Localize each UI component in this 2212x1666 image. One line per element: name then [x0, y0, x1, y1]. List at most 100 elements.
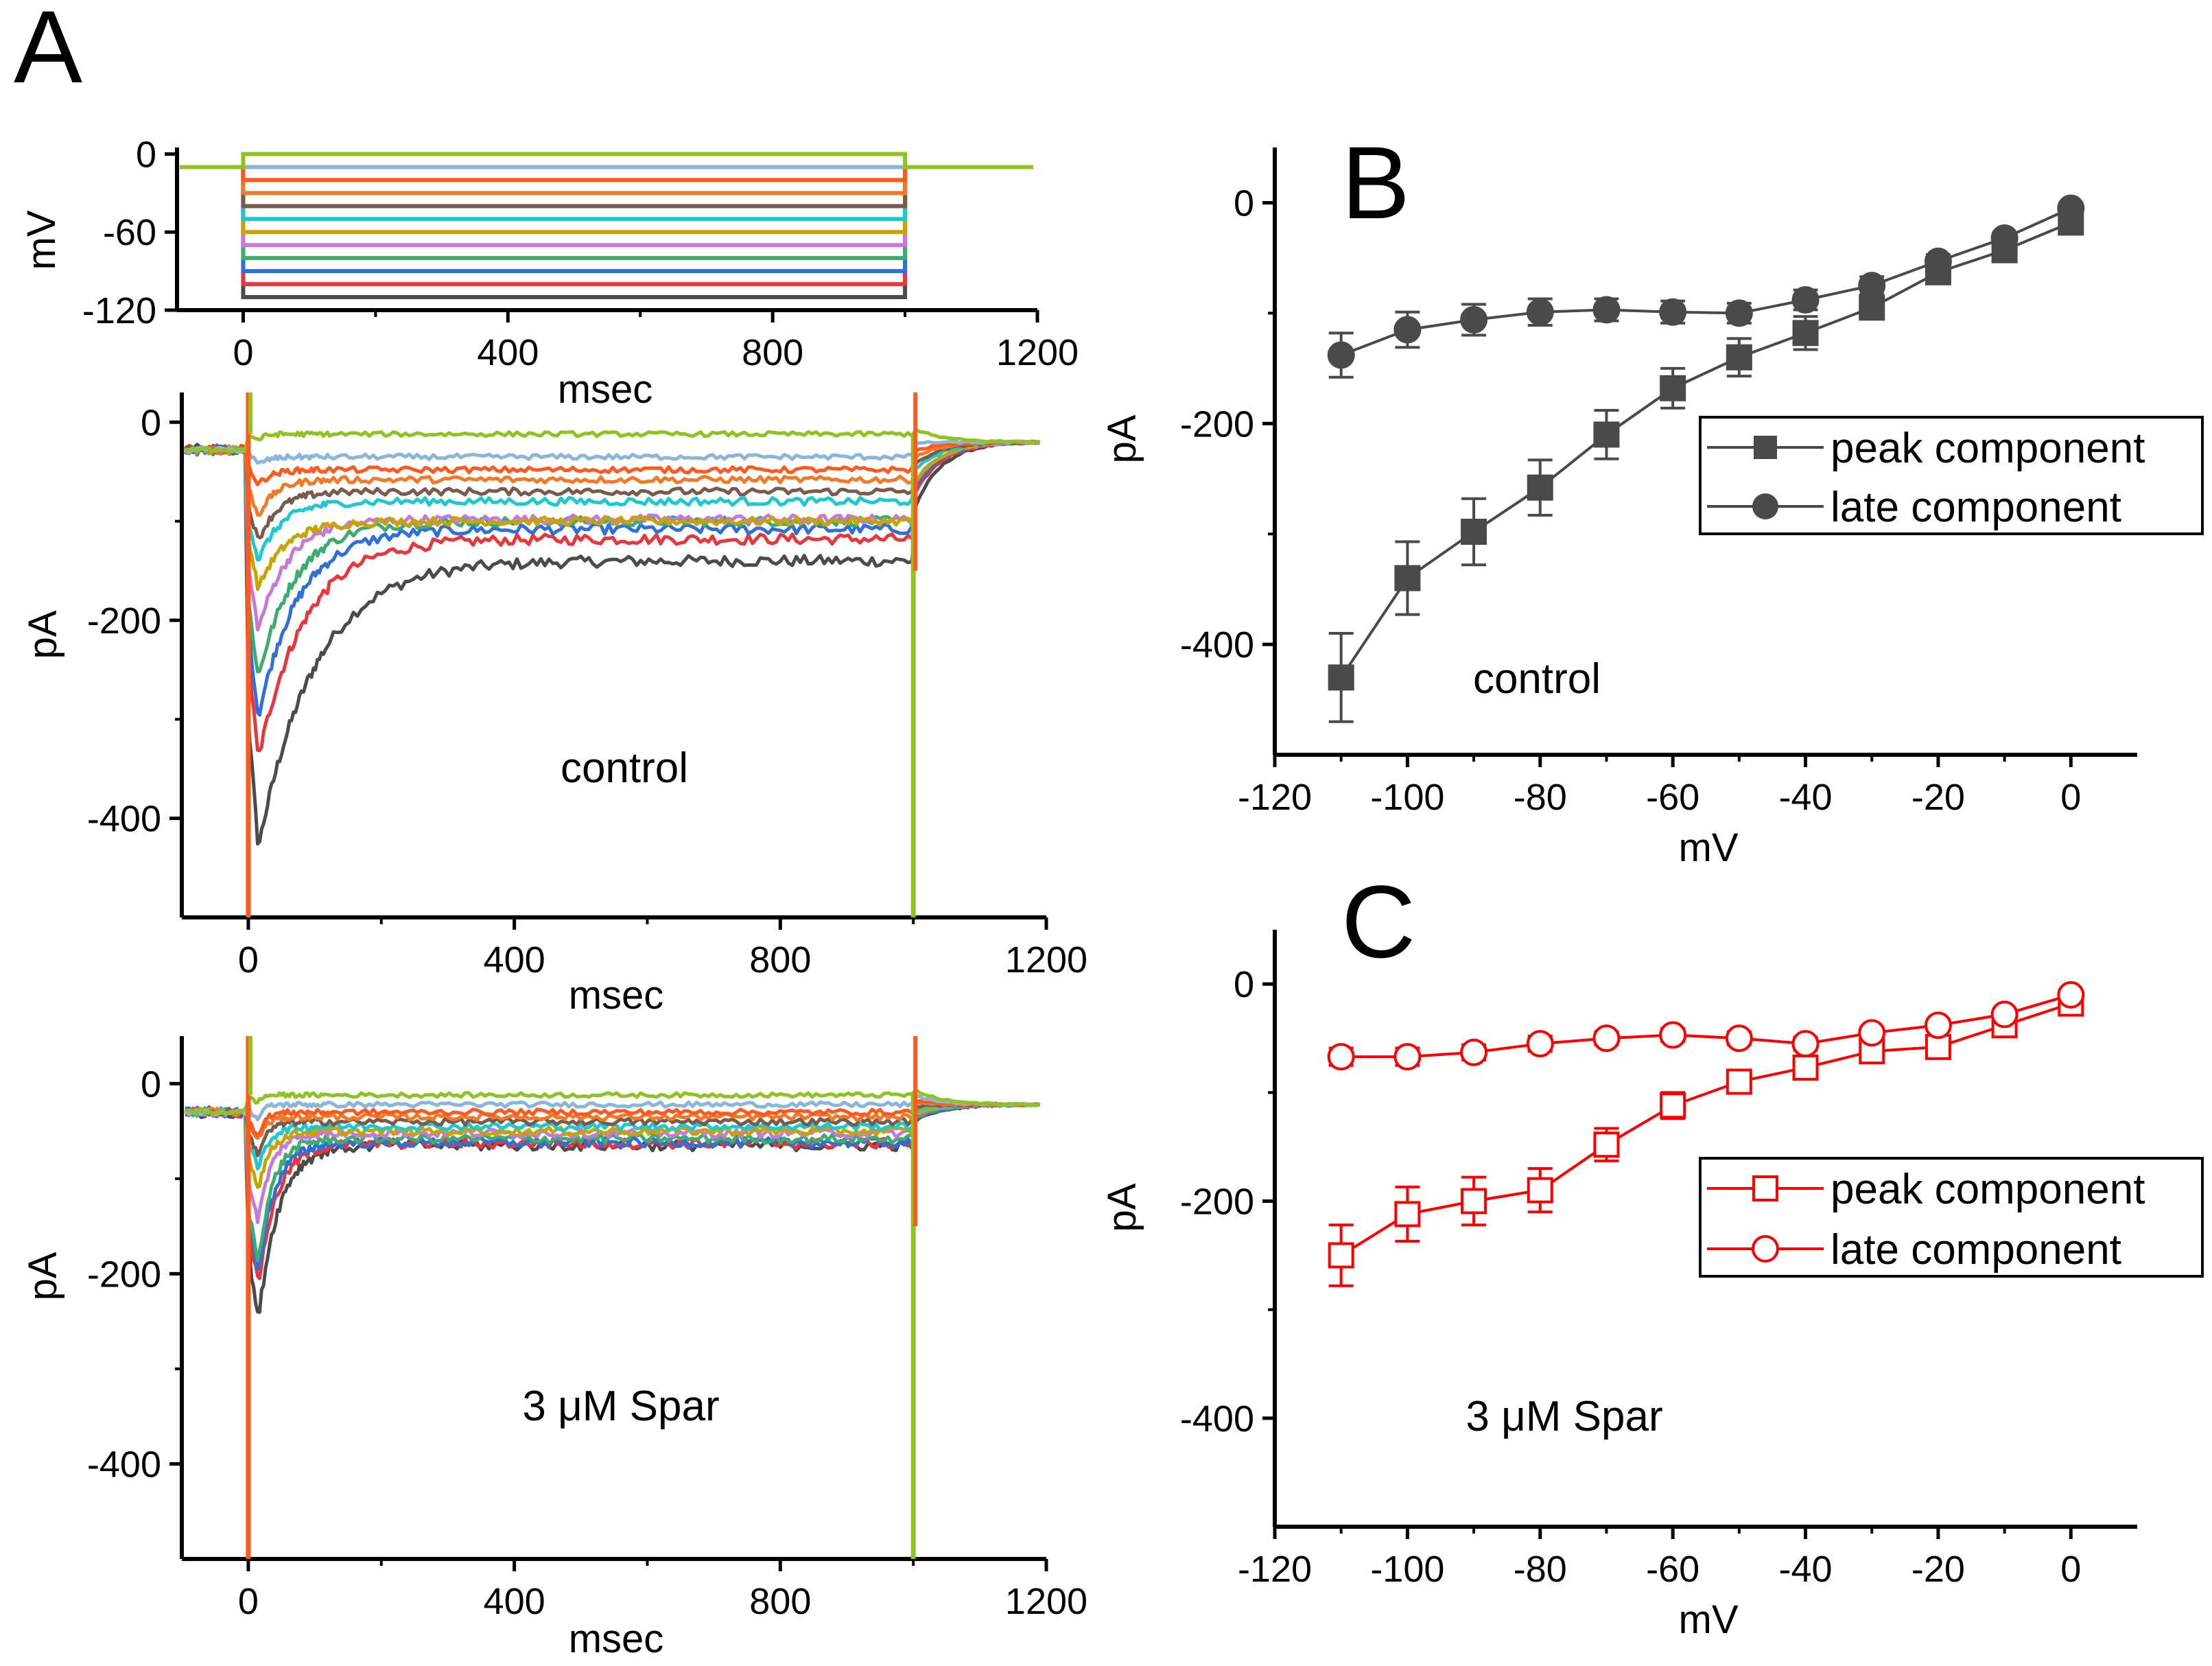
panel-a-voltage-protocol: mV msec 0 400 800 1200 0 -60 -120: [19, 134, 1079, 412]
panel-label-a: A: [14, 0, 82, 104]
panel-c-late-point: [1924, 1011, 1952, 1040]
panel-b-x-tick-label: -40: [1779, 777, 1833, 818]
spar-x-tick-label: 0: [238, 1581, 259, 1622]
spar-traces-y-label: pA: [21, 1252, 65, 1300]
panel-b-peak-point: [1859, 294, 1885, 321]
panel-b-late-point: [1592, 296, 1621, 324]
control-x-tick-label: 0: [238, 939, 259, 981]
panel-c-y-tick-label: -200: [1180, 1181, 1254, 1222]
panel-c-peak-point: [1925, 1033, 1951, 1060]
panel-b-peak-point: [1394, 565, 1421, 591]
control-current-trace: [183, 440, 1041, 591]
spar-current-trace: [185, 1103, 1040, 1280]
panel-b-legend-peak: peak component: [1831, 425, 2145, 472]
panel-b-peak-point: [1593, 421, 1620, 448]
spar-x-tick-label: 400: [484, 1581, 545, 1622]
legend-late-marker: [1752, 493, 1778, 519]
control-x-tick-label: 400: [484, 939, 545, 981]
panel-c-x-tick-label: -40: [1779, 1549, 1833, 1590]
voltage-y-tick-label: -60: [103, 212, 156, 253]
panel-b-late-point: [1526, 298, 1554, 326]
panel-b-iv-control: pA mV control -120 -100 -80 -60 -40 -20 00-200…: [1100, 148, 2204, 870]
spar-y-tick-label: -400: [87, 1444, 161, 1485]
control-current-trace: [184, 440, 1040, 562]
panel-b-x-tick-label: -60: [1646, 777, 1699, 818]
panel-b-y-tick-label: -200: [1180, 403, 1254, 445]
panel-c-x-tick-label: 0: [2060, 1549, 2081, 1590]
spar-x-tick-label: 800: [749, 1581, 811, 1622]
panel-c-x-tick-label: -20: [1911, 1549, 1965, 1590]
panel-b-peak-point: [1527, 474, 1553, 501]
spar-current-trace: [184, 1102, 1040, 1158]
spar-current-trace: [185, 1088, 1040, 1116]
control-current-trace: [184, 439, 1040, 517]
panel-c-peak-point: [1328, 1242, 1354, 1269]
voltage-y-tick-label: -120: [82, 290, 156, 331]
panel-label-b: B: [1341, 125, 1410, 240]
spar-x-tick-label: 1200: [1005, 1581, 1087, 1622]
panel-b-y-tick-label: 0: [1234, 183, 1254, 224]
control-traces-x-label: msec: [569, 973, 664, 1018]
spar-traces-note: 3 μM Spar: [522, 1383, 719, 1430]
panel-c-late-point: [1725, 1024, 1753, 1053]
voltage-step-trace: [180, 152, 1033, 169]
panel-c-late-point: [1460, 1038, 1488, 1066]
panel-c-late-point: [1659, 1021, 1687, 1049]
panel-c-late-point: [1393, 1043, 1422, 1071]
panel-b-peak-point: [1726, 344, 1752, 371]
panel-c-late-point: [1990, 1000, 2019, 1029]
control-y-tick-label: -200: [87, 600, 161, 642]
control-current-trace: [183, 441, 1040, 717]
control-current-trace: [185, 427, 1040, 454]
panel-b-peak-point: [1792, 320, 1819, 347]
panel-b-peak-point: [1660, 375, 1686, 401]
voltage-x-tick-label: 800: [742, 332, 803, 373]
control-traces-note: control: [561, 744, 688, 792]
panel-c-x-tick-label: -60: [1646, 1549, 1699, 1590]
voltage-x-label: msec: [558, 367, 653, 412]
panel-b-x-tick-label: -120: [1238, 777, 1312, 818]
panel-c-y-label: pA: [1100, 1183, 1144, 1232]
panel-c-x-tick-label: -120: [1238, 1549, 1312, 1590]
panel-c-legend-peak: peak component: [1831, 1166, 2145, 1213]
panel-c-iv-spar: pA mV 3 μM Spar -120 -100 -80 -60 -40 -20 00-2…: [1100, 930, 2204, 1642]
panel-b-x-tick-label: -100: [1370, 777, 1444, 818]
panel-b-legend: peak component late component: [1699, 416, 2204, 535]
control-current-trace: [183, 440, 1040, 753]
panel-b-x-tick-label: 0: [2060, 777, 2081, 818]
spar-current-trace: [184, 1102, 1041, 1189]
panel-b-late-point: [1460, 306, 1488, 334]
control-y-tick-label: -400: [87, 799, 161, 840]
panel-a-control-traces: pA msec control 0 400 800 1200 0 -200 -400: [21, 392, 1087, 1018]
control-current-trace: [185, 439, 1040, 465]
panel-c-peak-point: [1394, 1201, 1421, 1228]
panel-b-peak-point: [1328, 664, 1354, 691]
voltage-x-tick-label: 1200: [996, 332, 1079, 373]
panel-c-peak-point: [1792, 1054, 1819, 1081]
panel-c-late-point: [1592, 1024, 1621, 1053]
panel-c-x-label: mV: [1679, 1597, 1739, 1642]
panel-c-legend-late: late component: [1831, 1226, 2121, 1274]
panel-b-late-point: [1791, 286, 1820, 314]
panel-c-peak-point: [1726, 1068, 1752, 1095]
panel-c-peak-point: [1660, 1092, 1686, 1119]
control-x-tick-label: 1200: [1005, 939, 1087, 981]
panel-c-peak-point: [1593, 1131, 1620, 1158]
control-current-trace: [184, 441, 1040, 846]
spar-y-tick-label: -200: [87, 1254, 161, 1295]
control-current-trace: [185, 440, 1040, 540]
legend-late-marker-open: [1752, 1235, 1779, 1263]
legend-peak-marker-open: [1752, 1175, 1778, 1201]
panel-b-legend-late: late component: [1831, 484, 2121, 531]
panel-label-c: C: [1341, 864, 1415, 979]
control-x-tick-label: 800: [749, 939, 811, 981]
panel-b-late-point: [1327, 341, 1355, 369]
spar-traces-x-label: msec: [569, 1617, 664, 1661]
panel-b-late-point: [1393, 316, 1422, 344]
control-y-tick-label: 0: [141, 402, 161, 443]
panel-c-y-tick-label: 0: [1234, 964, 1254, 1005]
voltage-y-tick-label: 0: [136, 134, 156, 175]
spar-current-trace: [184, 1099, 1040, 1138]
panel-c-x-tick-label: -100: [1370, 1549, 1444, 1590]
